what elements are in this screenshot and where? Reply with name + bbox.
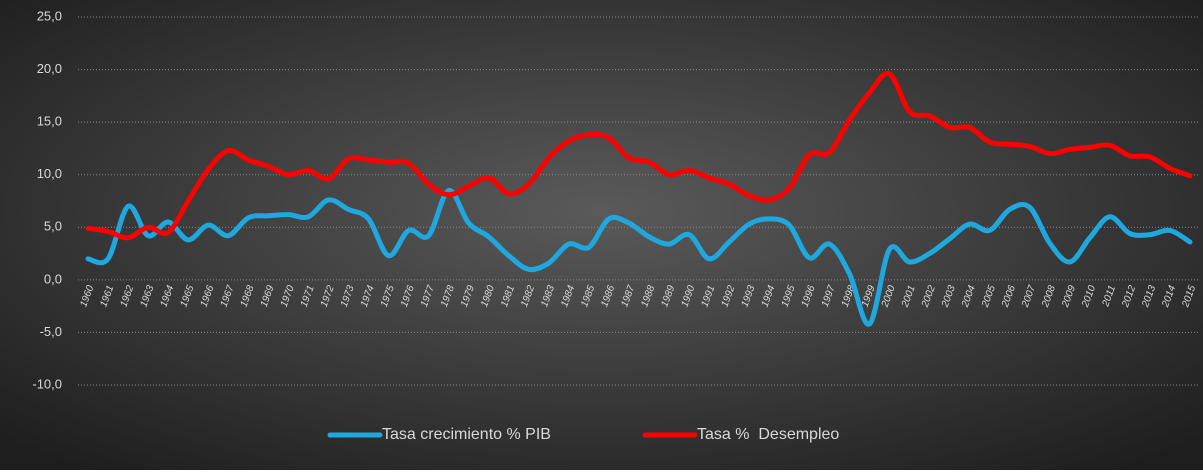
y-tick-label: 5,0 <box>44 219 62 234</box>
legend-label: Tasa % Desempleo <box>697 426 839 443</box>
series-line <box>85 187 1193 327</box>
y-tick-label: -10,0 <box>32 376 62 391</box>
y-tick-label: 0,0 <box>44 271 62 286</box>
series-line <box>85 70 1193 241</box>
y-tick-label: 10,0 <box>37 166 62 181</box>
y-tick-label: 20,0 <box>37 61 62 76</box>
legend-label: Tasa crecimiento % PIB <box>382 426 551 443</box>
y-tick-label: 15,0 <box>37 114 62 129</box>
y-tick-label: 25,0 <box>37 8 62 23</box>
y-tick-label: -5,0 <box>40 324 62 339</box>
